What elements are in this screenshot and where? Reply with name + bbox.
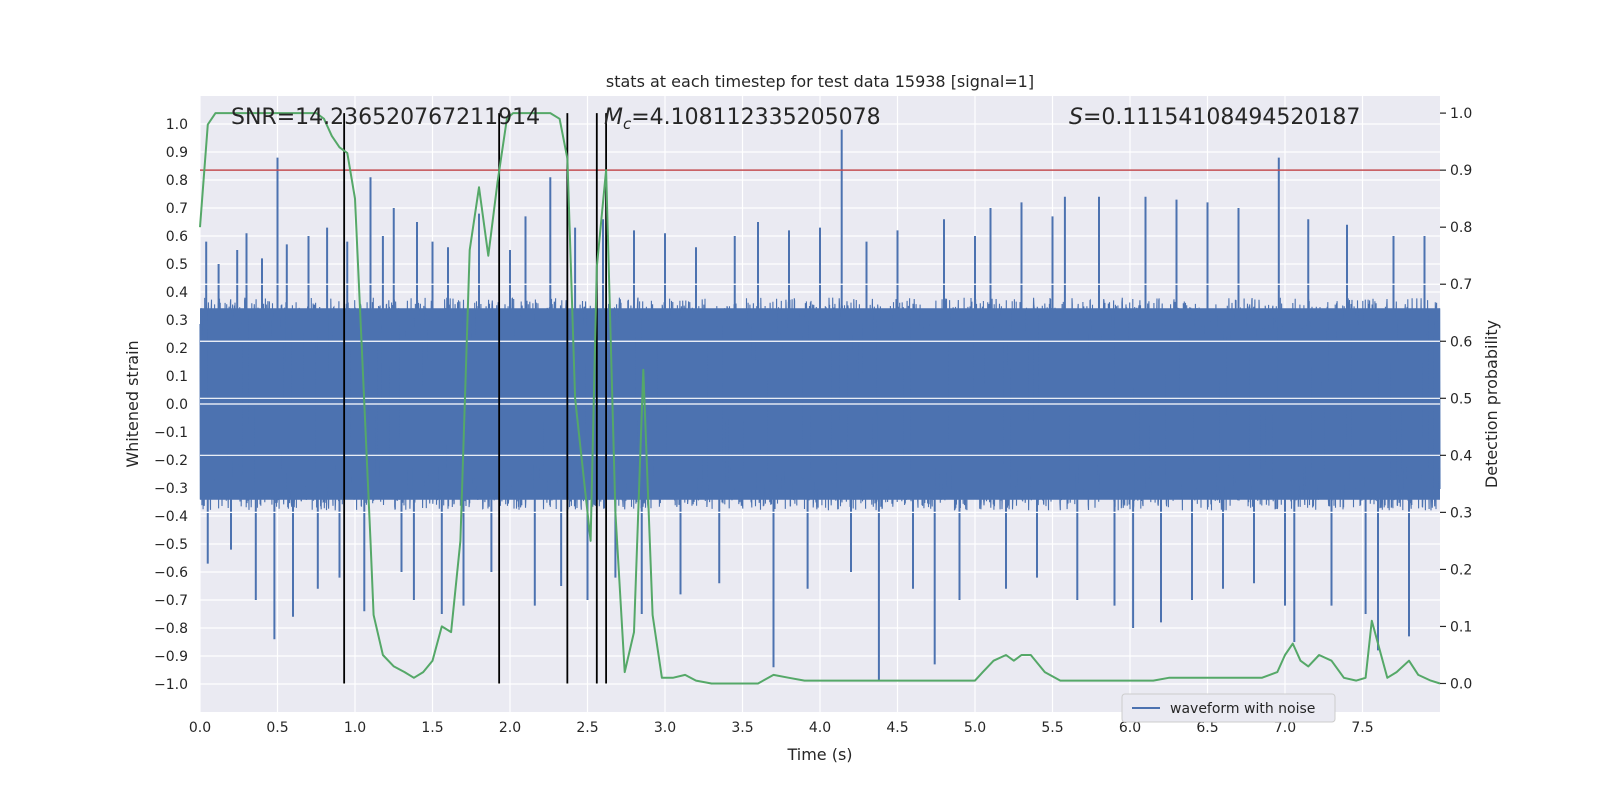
y-left-tick-label: −0.8 [154, 621, 188, 637]
x-axis-ticks: 0.0 0.5 1.0 1.5 2.0 2.5 3.0 3.5 4.0 4.5 5.0 5.5 6.0 6… [189, 720, 1374, 736]
x-tick-label: 7.0 [1274, 720, 1296, 736]
y-left-tick-label: −0.5 [154, 537, 188, 553]
y-right-tick-label: 1.0 [1450, 106, 1472, 122]
mc-subscript: c [623, 115, 632, 133]
mc-symbol: M [604, 105, 623, 130]
snr-annotation: SNR=14.236520767211914 [231, 105, 540, 130]
y-right-tick-label: 0.7 [1450, 277, 1472, 293]
y-right-tick-label: 0.0 [1450, 676, 1472, 692]
waveform-series [199, 129, 1441, 682]
y-left-tick-label: −0.7 [154, 593, 188, 609]
probability-line [199, 112, 1441, 685]
s-annotation: S=0.11154108494520187 [1069, 105, 1360, 130]
y-left-axis-ticks: 1.0 0.9 0.8 0.7 0.6 0.5 0.4 0.3 0.2 0.1 0.0 −0.1 −0.… [154, 117, 188, 693]
x-tick-label: 6.0 [1119, 720, 1141, 736]
y-right-tick-label: 0.2 [1450, 562, 1472, 578]
y-left-tick-label: 0.1 [166, 369, 188, 385]
y-right-axis-ticks: 1.0 0.9 0.8 0.7 0.6 0.5 0.4 0.3 0.2 0.1 0.0 [1440, 106, 1472, 692]
x-tick-label: 1.0 [344, 720, 366, 736]
y-left-tick-label: −0.9 [154, 649, 188, 665]
x-tick-label: 1.5 [421, 720, 443, 736]
y-left-tick-label: −0.2 [154, 453, 188, 469]
y-left-tick-label: −1.0 [154, 677, 188, 693]
y-left-tick-label: 0.8 [166, 173, 188, 189]
y-left-tick-label: −0.6 [154, 565, 188, 581]
y-right-axis-label: Detection probability [1482, 320, 1501, 488]
y-right-tick-label: 0.4 [1450, 448, 1472, 464]
x-tick-label: 6.5 [1196, 720, 1218, 736]
s-value: =0.11154108494520187 [1083, 105, 1360, 130]
y-left-tick-label: 0.9 [166, 145, 188, 161]
legend-label: waveform with noise [1170, 701, 1315, 717]
x-tick-label: 3.5 [731, 720, 753, 736]
mc-annotation: Mc=4.108112335205078 [604, 105, 881, 133]
y-left-axis-label: Whitened strain [123, 340, 142, 467]
y-left-tick-label: 0.4 [166, 285, 188, 301]
y-right-tick-label: 0.5 [1450, 391, 1472, 407]
x-tick-label: 7.5 [1351, 720, 1373, 736]
y-left-tick-label: 0.6 [166, 229, 188, 245]
s-symbol: S [1069, 105, 1083, 130]
x-tick-label: 3.0 [654, 720, 676, 736]
x-tick-label: 0.5 [266, 720, 288, 736]
legend: waveform with noise [1121, 693, 1336, 723]
x-axis-label: Time (s) [786, 745, 852, 764]
x-tick-label: 0.0 [189, 720, 211, 736]
y-left-tick-label: 0.3 [166, 313, 188, 329]
x-tick-label: 4.0 [809, 720, 831, 736]
probability-series [199, 112, 1441, 685]
x-tick-label: 4.5 [886, 720, 908, 736]
y-right-tick-label: 0.6 [1450, 334, 1472, 350]
y-left-tick-label: 0.5 [166, 257, 188, 273]
y-left-tick-label: −0.1 [154, 425, 188, 441]
x-tick-label: 5.5 [1041, 720, 1063, 736]
chart-title: stats at each timestep for test data 159… [606, 72, 1034, 91]
x-tick-label: 2.5 [576, 720, 598, 736]
vertical-markers [343, 113, 607, 684]
y-left-tick-label: −0.4 [154, 509, 188, 525]
y-left-tick-label: 0.0 [166, 397, 188, 413]
y-right-tick-label: 0.1 [1450, 619, 1472, 635]
y-right-tick-label: 0.3 [1450, 505, 1472, 521]
y-left-tick-label: 1.0 [166, 117, 188, 133]
y-left-tick-label: 0.2 [166, 341, 188, 357]
x-tick-label: 5.0 [964, 720, 986, 736]
y-right-tick-label: 0.8 [1450, 220, 1472, 236]
y-left-tick-label: 0.7 [166, 201, 188, 217]
y-right-tick-label: 0.9 [1450, 163, 1472, 179]
y-left-tick-label: −0.3 [154, 481, 188, 497]
mc-value: =4.108112335205078 [631, 105, 880, 130]
x-tick-label: 2.0 [499, 720, 521, 736]
legend-box [1121, 693, 1336, 723]
